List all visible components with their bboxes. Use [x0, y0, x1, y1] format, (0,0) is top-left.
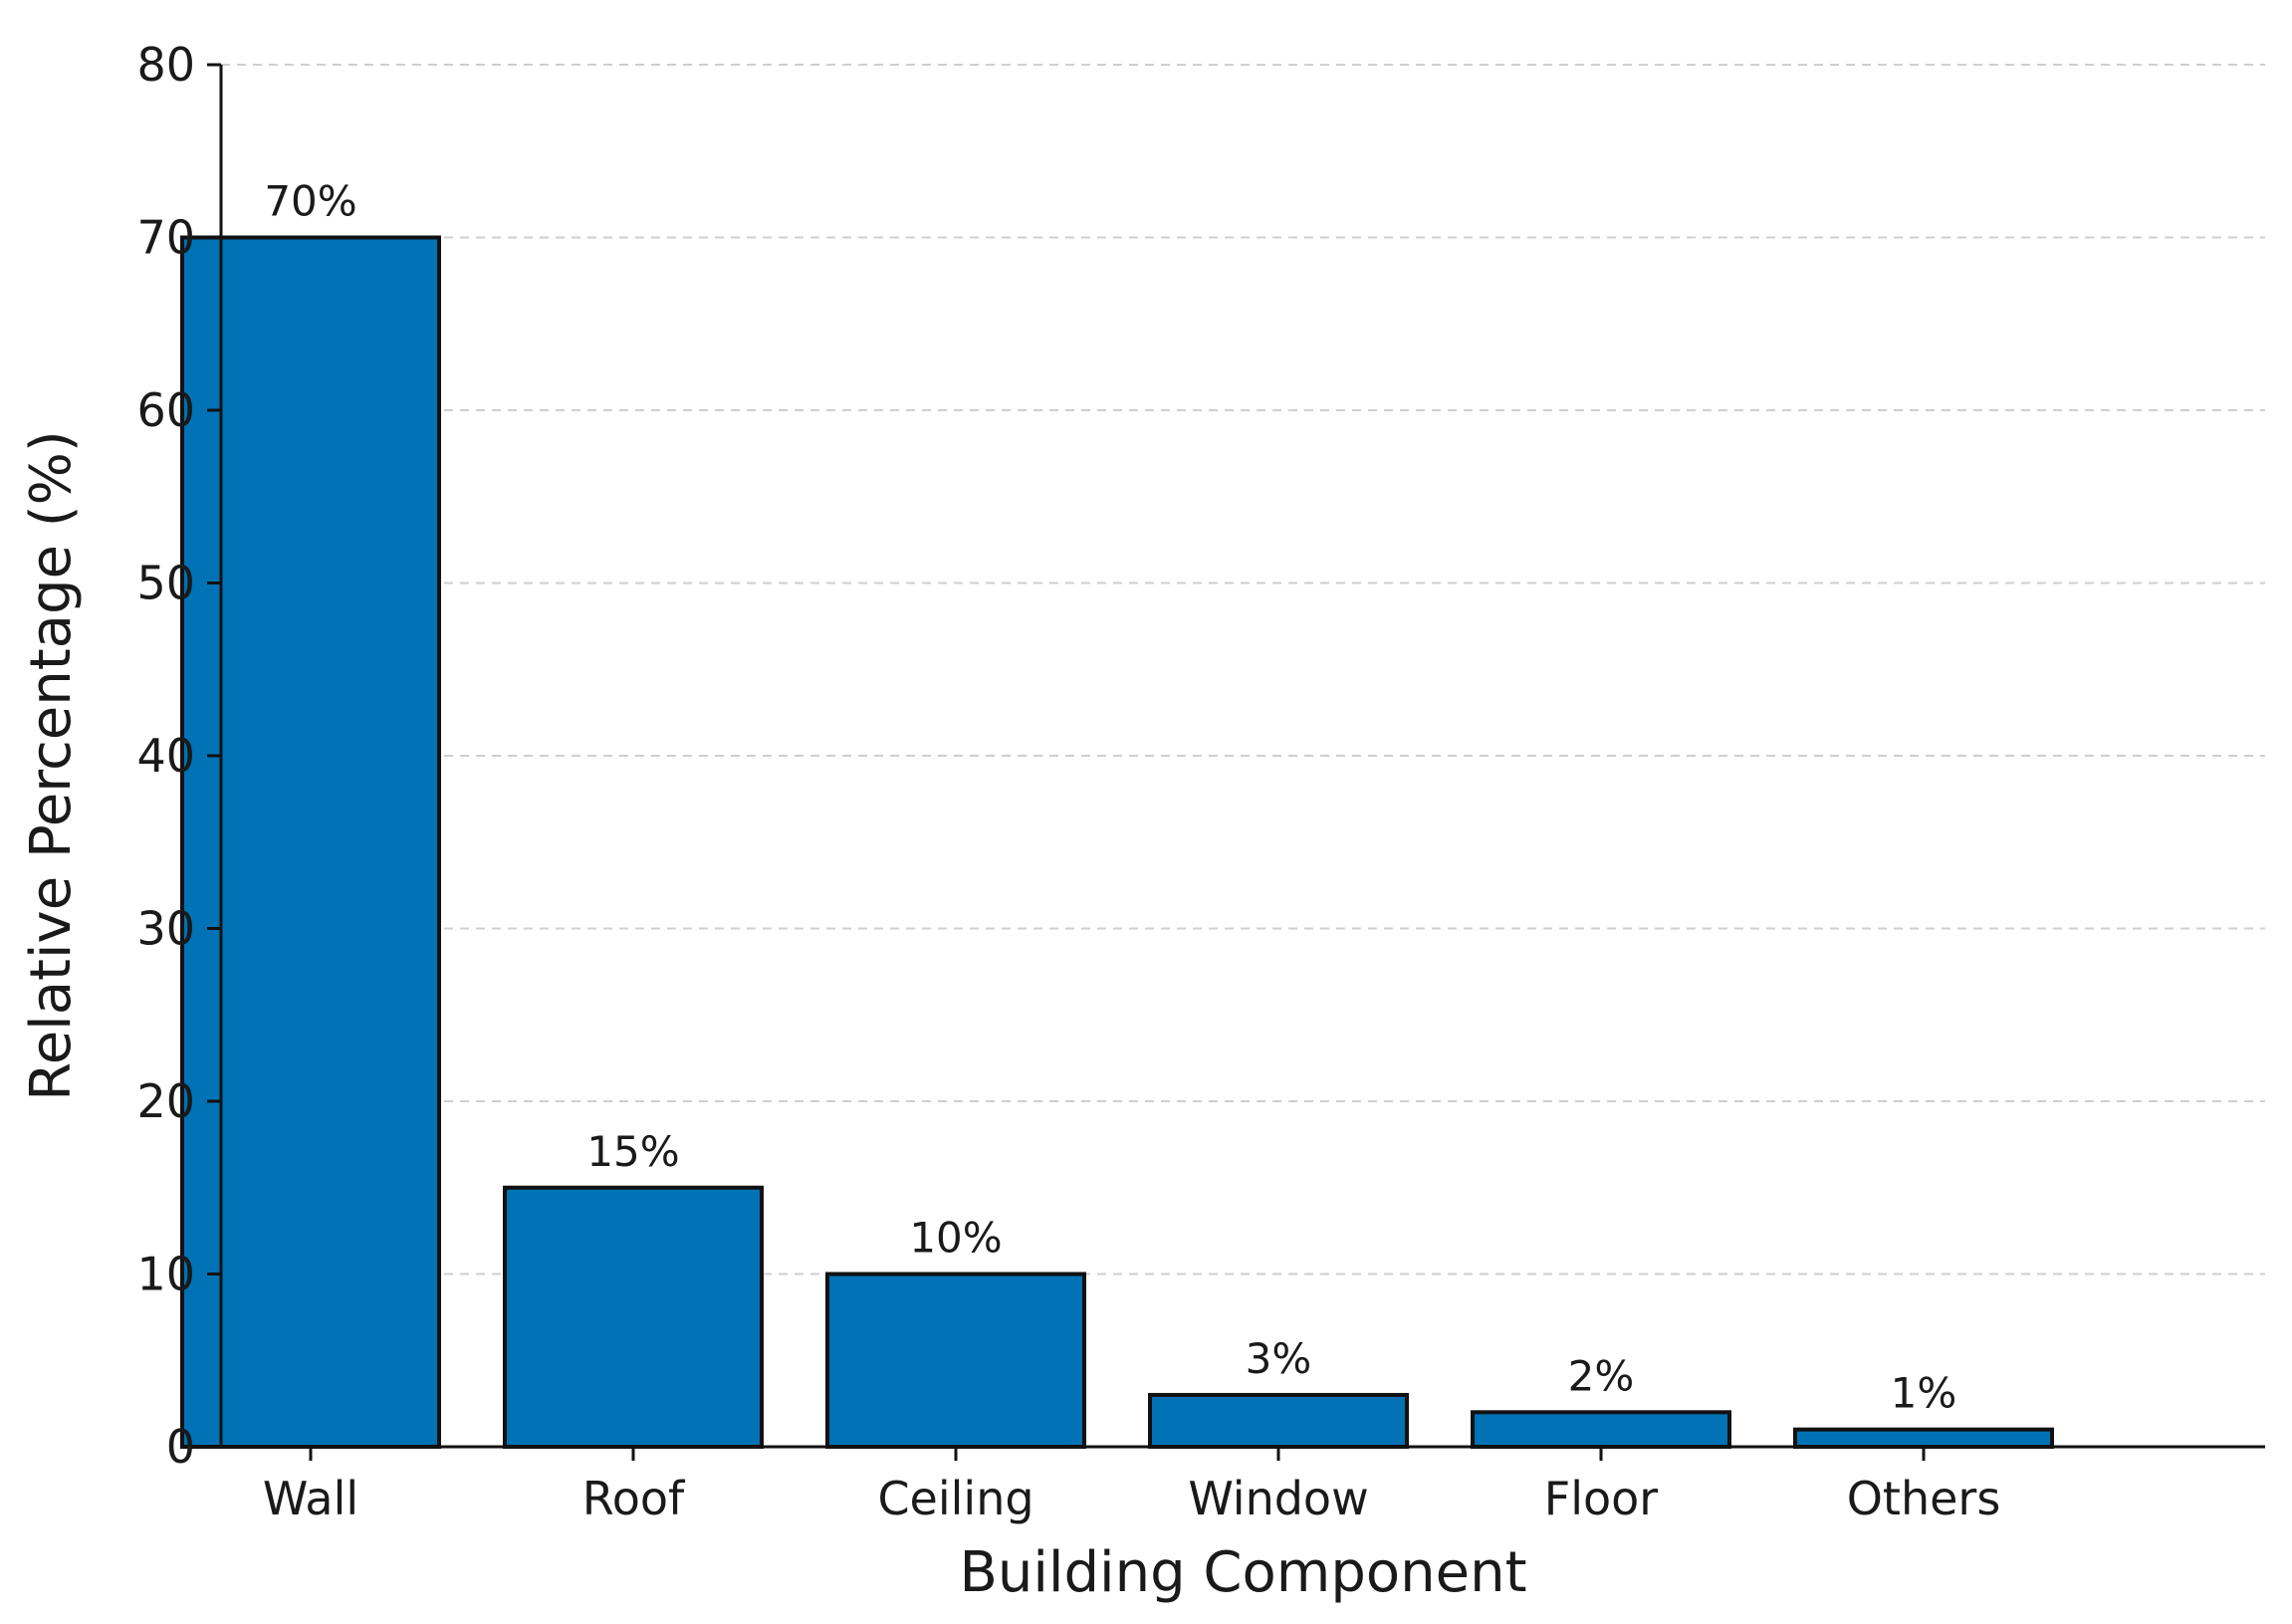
y-tick-label: 80	[136, 38, 195, 92]
y-tick-label: 60	[136, 383, 195, 437]
y-tick-label: 50	[136, 557, 195, 610]
bar-value-label: 3%	[1246, 1334, 1312, 1383]
x-tick-label: Ceiling	[877, 1472, 1033, 1525]
y-axis-title: Relative Percentage (%)	[19, 430, 84, 1100]
y-tick-label: 30	[136, 902, 195, 956]
bar-others	[1793, 1427, 2054, 1450]
y-tick-label: 10	[136, 1248, 195, 1301]
x-axis-title: Building Component	[959, 1540, 1526, 1605]
bar-roof	[503, 1185, 764, 1449]
x-tick-label: Window	[1188, 1472, 1368, 1525]
axes	[207, 63, 2265, 1461]
bar-value-label: 1%	[1891, 1369, 1957, 1418]
x-tick-label: Others	[1847, 1472, 2001, 1525]
gridlines	[221, 64, 2265, 1276]
bar-window	[1148, 1392, 1409, 1449]
bar-value-label: 10%	[909, 1214, 1002, 1263]
y-tick-label: 0	[166, 1420, 195, 1474]
bar-wall	[180, 235, 441, 1449]
x-tick-label: Floor	[1544, 1472, 1659, 1525]
bar-floor	[1471, 1410, 1731, 1450]
labels: Building Component Relative Percentage (…	[19, 38, 2000, 1605]
bars	[180, 235, 2054, 1450]
y-tick-label: 20	[136, 1074, 195, 1128]
x-tick-label: Wall	[263, 1472, 358, 1525]
y-tick-label: 40	[136, 729, 195, 783]
bar-value-label: 70%	[264, 177, 356, 226]
bar-value-label: 2%	[1568, 1351, 1635, 1400]
bar-value-label: 15%	[586, 1127, 679, 1176]
x-tick-label: Roof	[582, 1472, 686, 1525]
bar-ceiling	[825, 1272, 1086, 1449]
y-tick-label: 70	[136, 211, 195, 265]
